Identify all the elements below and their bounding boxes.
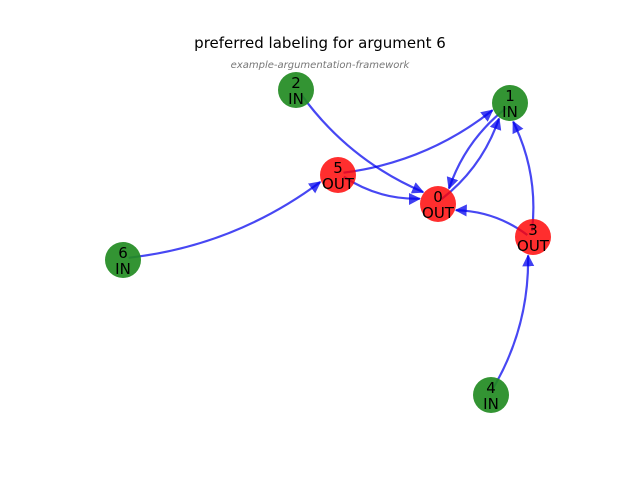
node-6-label: IN: [115, 260, 131, 278]
node-0-circle: [420, 186, 456, 222]
node-2-circle: [278, 72, 314, 108]
edge-4-to-3: [491, 254, 535, 390]
node-3-circle: [515, 219, 551, 255]
node-3-id: 3: [528, 221, 538, 239]
node-5-label: OUT: [322, 175, 355, 193]
node-6-id: 6: [118, 244, 128, 262]
node-4-label: IN: [483, 395, 499, 413]
node-2-id: 2: [291, 74, 301, 92]
node-6[interactable]: 6IN: [105, 242, 141, 278]
node-1-circle: [492, 85, 528, 121]
node-2[interactable]: 2IN: [278, 72, 314, 108]
edges-layer: [128, 93, 535, 390]
node-4-id: 4: [486, 379, 496, 397]
node-0-id: 0: [433, 188, 443, 206]
node-4[interactable]: 4IN: [473, 377, 509, 413]
edge-5-to-1: [343, 109, 494, 174]
node-1-id: 1: [505, 87, 515, 105]
node-2-label: IN: [288, 90, 304, 108]
edge-6-to-5: [128, 181, 322, 259]
node-5-circle: [320, 157, 356, 193]
edge-3-to-1: [512, 120, 535, 232]
node-4-circle: [473, 377, 509, 413]
edge-2-to-0: [299, 93, 425, 194]
node-0-label: OUT: [422, 204, 455, 222]
node-5-id: 5: [333, 159, 343, 177]
node-1[interactable]: 1IN: [492, 85, 528, 121]
diagram-subtitle: example-argumentation-framework: [230, 60, 410, 71]
node-6-circle: [105, 242, 141, 278]
diagram-title: preferred labeling for argument 6: [194, 34, 446, 52]
node-1-label: IN: [502, 103, 518, 121]
node-3-label: OUT: [517, 237, 550, 255]
